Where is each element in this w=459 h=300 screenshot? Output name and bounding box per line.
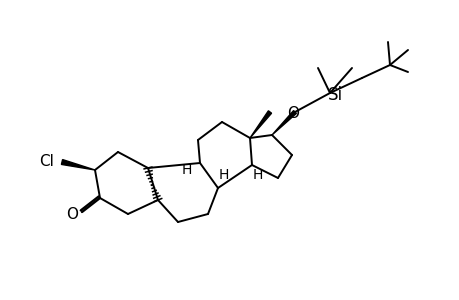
Text: Cl: Cl <box>39 154 54 169</box>
Polygon shape <box>62 160 95 170</box>
Polygon shape <box>249 111 271 138</box>
Text: O: O <box>286 106 298 121</box>
Polygon shape <box>271 111 296 135</box>
Text: H: H <box>181 163 192 177</box>
Text: H: H <box>252 168 263 182</box>
Text: Si: Si <box>327 86 342 104</box>
Text: O: O <box>66 208 78 223</box>
Text: H: H <box>218 168 229 182</box>
